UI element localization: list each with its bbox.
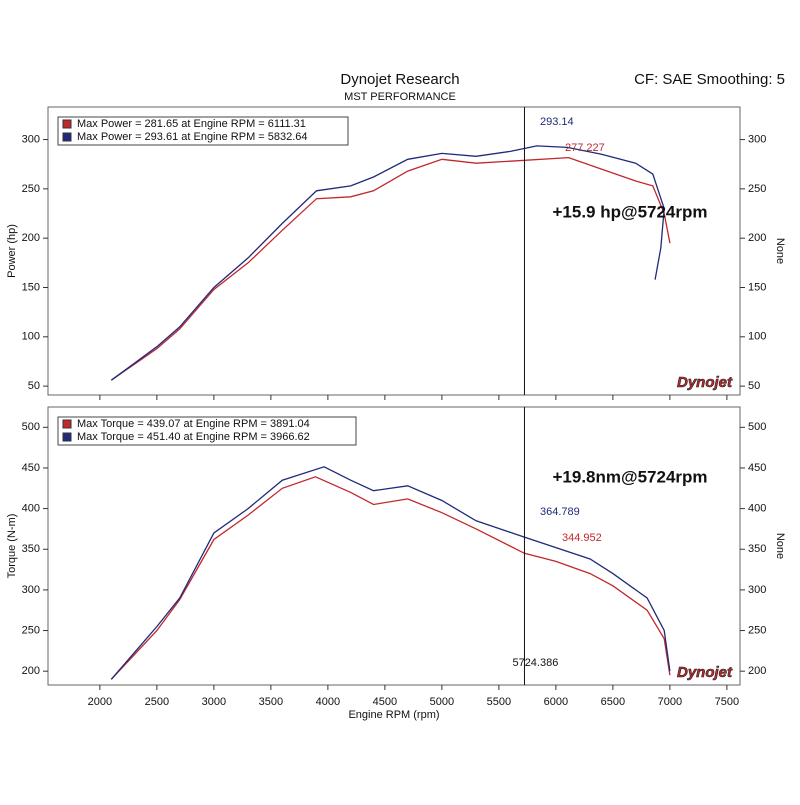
y-tick-label: 200 xyxy=(22,232,40,244)
plot-area xyxy=(47,106,741,396)
legend-label: Max Torque = 451.40 at Engine RPM = 3966… xyxy=(77,431,310,443)
y-tick-label: 400 xyxy=(22,503,40,515)
x-tick-label: 2500 xyxy=(145,696,169,708)
y-tick-label: 500 xyxy=(22,421,40,433)
y-tick-label: 350 xyxy=(22,543,40,555)
x-tick-label: 7500 xyxy=(715,696,739,708)
cursor-value: 277.227 xyxy=(565,142,605,154)
y2-axis-label: None xyxy=(774,238,786,264)
y2-tick-label: 300 xyxy=(748,133,766,145)
x-tick-label: 3000 xyxy=(202,696,226,708)
y2-tick-label: 200 xyxy=(748,232,766,244)
legend-label: Max Power = 281.65 at Engine RPM = 6111.… xyxy=(77,118,306,130)
legend-swatch xyxy=(62,132,72,142)
series-line xyxy=(110,145,665,381)
annotation: +15.9 hp@5724rpm xyxy=(552,202,707,221)
series-line xyxy=(110,156,671,381)
y-tick-label: 300 xyxy=(22,133,40,145)
legend-swatch xyxy=(62,119,72,129)
chart-title: Dynojet Research xyxy=(340,71,459,88)
settings-label: CF: SAE Smoothing: 5 xyxy=(634,71,785,88)
y-tick-label: 50 xyxy=(28,380,40,392)
cursor-rpm: 5724.386 xyxy=(512,657,558,669)
x-tick-label: 3500 xyxy=(259,696,283,708)
logo: Dynojet xyxy=(677,664,733,681)
x-tick-label: 5000 xyxy=(430,696,454,708)
y-tick-label: 250 xyxy=(22,624,40,636)
x-tick-label: 6500 xyxy=(601,696,625,708)
y-tick-label: 150 xyxy=(22,281,40,293)
y-tick-label: 250 xyxy=(22,183,40,195)
legend-label: Max Power = 293.61 at Engine RPM = 5832.… xyxy=(77,131,308,143)
y-tick-label: 200 xyxy=(22,665,40,677)
x-tick-label: 5500 xyxy=(487,696,511,708)
y2-axis-label: None xyxy=(774,533,786,559)
y2-tick-label: 250 xyxy=(748,183,766,195)
y2-tick-label: 300 xyxy=(748,584,766,596)
annotation: +19.8nm@5724rpm xyxy=(552,467,707,486)
y2-tick-label: 250 xyxy=(748,624,766,636)
y-axis-label: Power (hp) xyxy=(6,224,18,278)
logo: Dynojet xyxy=(677,374,733,391)
x-axis-label: Engine RPM (rpm) xyxy=(348,709,439,721)
legend-label: Max Torque = 439.07 at Engine RPM = 3891… xyxy=(77,418,310,430)
cursor-value: 364.789 xyxy=(540,506,580,518)
y2-tick-label: 450 xyxy=(748,462,766,474)
y2-tick-label: 500 xyxy=(748,421,766,433)
y2-tick-label: 400 xyxy=(748,503,766,515)
y-tick-label: 450 xyxy=(22,462,40,474)
y2-tick-label: 200 xyxy=(748,665,766,677)
x-tick-label: 4000 xyxy=(316,696,340,708)
legend-swatch xyxy=(62,419,72,429)
series-line xyxy=(110,476,671,680)
legend-box xyxy=(57,116,349,146)
cursor-value: 344.952 xyxy=(562,532,602,544)
y-axis-label: Torque (N-m) xyxy=(6,514,18,579)
y2-tick-label: 50 xyxy=(748,380,760,392)
x-tick-label: 6000 xyxy=(544,696,568,708)
x-tick-label: 7000 xyxy=(658,696,682,708)
y2-tick-label: 350 xyxy=(748,543,766,555)
y-tick-label: 100 xyxy=(22,331,40,343)
series-line xyxy=(110,466,671,680)
x-tick-label: 4500 xyxy=(373,696,397,708)
x-tick-label: 2000 xyxy=(88,696,112,708)
plot-area xyxy=(47,406,741,686)
y-tick-label: 300 xyxy=(22,584,40,596)
cursor-value: 293.14 xyxy=(540,116,574,128)
y2-tick-label: 100 xyxy=(748,331,766,343)
chart-subtitle: MST PERFORMANCE xyxy=(344,91,456,103)
y2-tick-label: 150 xyxy=(748,281,766,293)
legend-box xyxy=(57,416,357,446)
legend-swatch xyxy=(62,432,72,442)
